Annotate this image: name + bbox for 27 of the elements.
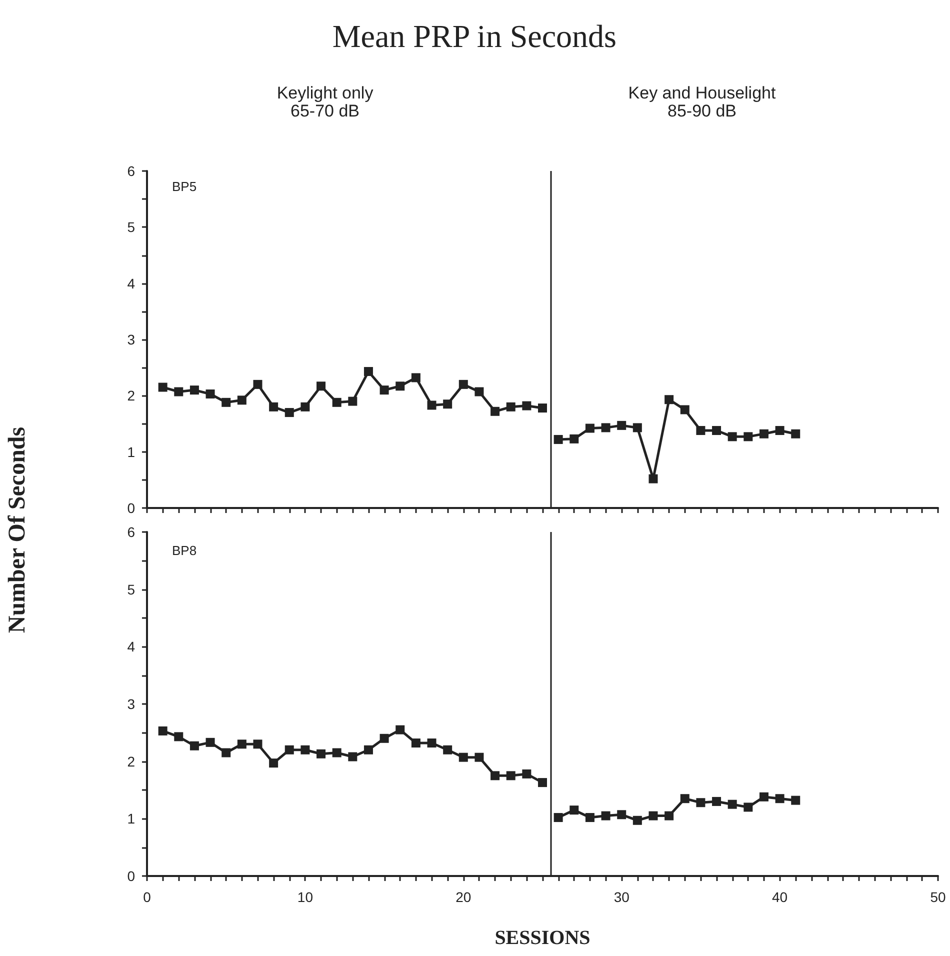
- x-tick-label: 30: [614, 889, 630, 905]
- y-tick-label: 3: [127, 332, 136, 348]
- y-tick-label: 5: [127, 581, 136, 598]
- y-tick-label: 5: [127, 219, 136, 236]
- y-tick-label: 6: [127, 163, 136, 179]
- chart-title: Mean PRP in Seconds: [332, 18, 616, 54]
- y-tick-label: 4: [127, 638, 136, 655]
- y-tick-label: 1: [127, 810, 136, 827]
- annotation: BP5: [172, 179, 197, 194]
- y-tick-label: 2: [127, 388, 136, 404]
- y-tick-label: 0: [127, 500, 136, 516]
- x-tick-label: 40: [772, 889, 788, 905]
- x-axis-title: SESSIONS: [494, 927, 590, 949]
- y-axis-title: Number Of Seconds: [4, 426, 32, 634]
- x-tick-label: 10: [297, 889, 314, 905]
- x-tick-label: 0: [143, 889, 152, 905]
- y-tick-label: 1: [127, 444, 136, 460]
- text: Keylight only 65-70 dB: [276, 84, 374, 120]
- text: Key and Houselight 85-90 dB: [628, 84, 776, 120]
- annotation: BP8: [172, 543, 197, 558]
- y-tick-label: 3: [127, 696, 136, 712]
- y-tick-label: 0: [127, 868, 136, 884]
- y-tick-label: 4: [127, 275, 136, 292]
- x-tick-label: 50: [930, 889, 946, 905]
- y-tick-label: 6: [127, 524, 136, 540]
- x-tick-label: 20: [456, 889, 472, 905]
- y-tick-label: 2: [127, 753, 136, 770]
